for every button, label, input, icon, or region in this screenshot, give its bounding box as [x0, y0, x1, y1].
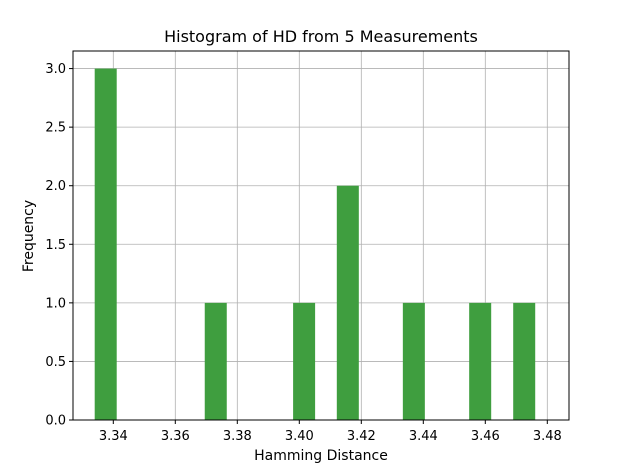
x-tick-label: 3.34 — [99, 429, 128, 444]
histogram-bar — [336, 185, 359, 420]
y-tick-label: 3.0 — [45, 62, 66, 77]
x-tick-label: 3.40 — [285, 429, 314, 444]
y-tick-label: 1.0 — [45, 296, 66, 311]
plot-frame — [72, 50, 570, 421]
x-tick-label: 3.42 — [347, 429, 376, 444]
histogram-bar — [293, 302, 316, 420]
histogram-bar — [402, 302, 425, 420]
y-tick-label: 2.0 — [45, 179, 66, 194]
y-tick-label: 0.0 — [45, 414, 66, 429]
x-axis-ticks: 3.34 3.36 3.38 3.40 3.42 3.44 3.46 3.48 — [99, 420, 562, 444]
x-tick-label: 3.44 — [409, 429, 438, 444]
x-tick-label: 3.46 — [471, 429, 500, 444]
y-tick-label: 1.5 — [45, 238, 66, 253]
histogram-bar — [469, 302, 492, 420]
y-tick-label: 0.5 — [45, 355, 66, 370]
x-axis-label: Hamming Distance — [254, 448, 388, 464]
histogram-bar — [204, 302, 227, 420]
histogram-bar — [94, 68, 117, 421]
chart-title: Histogram of HD from 5 Measurements — [164, 27, 478, 46]
histogram-bars — [94, 68, 536, 421]
x-tick-label: 3.36 — [161, 429, 190, 444]
y-axis-label: Frequency — [21, 200, 37, 272]
x-tick-label: 3.38 — [223, 429, 252, 444]
y-axis-ticks: 0.0 0.5 1.0 1.5 2.0 2.5 3.0 — [45, 62, 73, 429]
x-tick-label: 3.48 — [533, 429, 562, 444]
histogram-bar — [513, 302, 536, 420]
y-tick-label: 2.5 — [45, 121, 66, 136]
